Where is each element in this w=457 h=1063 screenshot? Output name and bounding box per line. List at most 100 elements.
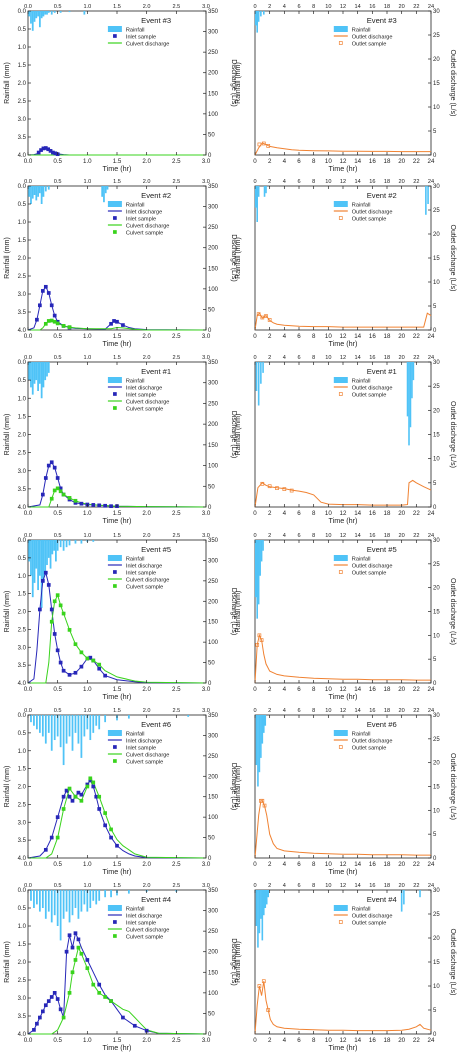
inlet-sample-point — [49, 303, 54, 308]
x-tick-label-top: 2.5 — [172, 355, 180, 361]
rainfall-bar — [256, 11, 258, 33]
legend-label: Culvert sample — [126, 934, 163, 940]
culvert-sample-point — [91, 658, 96, 663]
plot-frame — [27, 361, 207, 508]
outlet-sample-point — [257, 633, 262, 638]
rainfall-bar — [41, 715, 44, 737]
inlet-sample-point — [40, 1009, 45, 1014]
x-tick-label: 6 — [297, 510, 301, 517]
rainfall-bar — [257, 186, 260, 197]
rainfall-bar — [257, 540, 260, 605]
culvert-sample-point — [91, 982, 96, 987]
x-tick-label: 1.5 — [113, 158, 122, 165]
rainfall-bar — [254, 186, 257, 208]
culvert-sample-point — [67, 628, 72, 632]
discharge-tick-label: 15 — [433, 433, 440, 439]
discharge-tick-label: 300 — [208, 909, 219, 915]
inlet-sample-point — [70, 945, 75, 950]
rainfall-bar — [33, 890, 35, 908]
rainfall-bar — [40, 362, 43, 399]
x-tick-label-top: 24 — [428, 708, 434, 714]
culvert-sample-point — [61, 1015, 66, 1020]
legend-swatch-point — [113, 570, 117, 574]
culvert-sample-point — [49, 318, 54, 323]
plot-frame — [27, 539, 207, 684]
legend-label: Culvert sample — [126, 759, 163, 765]
rainfall-bar — [263, 890, 265, 916]
x-tick-label-top: 12 — [340, 179, 346, 185]
x-tick-label-top: 10 — [325, 179, 331, 185]
rain-tick-label: 2.5 — [18, 99, 27, 105]
outlet-sample-point — [261, 979, 266, 984]
rainfall-bar — [427, 186, 429, 204]
discharge-tick-label: 250 — [208, 929, 219, 935]
inlet-sample-point — [76, 790, 81, 795]
x-tick-label: 6 — [297, 158, 301, 165]
x-tick-label: 1.0 — [83, 861, 92, 868]
x-tick-label-top: 2.0 — [143, 355, 151, 361]
rainfall-bar — [104, 186, 107, 194]
rainfall-bar — [62, 890, 65, 919]
x-tick-label-top: 1.5 — [113, 179, 121, 185]
x-axis-label: Time (hr) — [103, 867, 132, 876]
rainfall-bar — [40, 11, 43, 19]
x-tick-label: 16 — [369, 861, 376, 868]
discharge-tick-label: 5 — [433, 832, 437, 838]
rainfall-bar — [263, 11, 265, 15]
x-tick-label: 4 — [283, 686, 287, 693]
legend-swatch-rainfall — [107, 555, 122, 561]
discharge-tick-label: 350 — [208, 184, 219, 190]
legend-swatch-rainfall — [333, 905, 348, 911]
x-tick-label-top: 6 — [297, 708, 300, 714]
inlet-sample-point — [103, 673, 107, 678]
culvert-sample-point — [103, 995, 107, 999]
rain-tick-label: 0.5 — [18, 202, 27, 208]
rainfall-bar — [44, 362, 47, 381]
rain-tick-label: 0.0 — [18, 538, 27, 544]
discharge-tick-label: 150 — [208, 795, 219, 801]
legend-label: Inlet discharge — [126, 913, 162, 919]
discharge-tick-label: 350 — [208, 538, 219, 544]
x-tick-label-top: 14 — [355, 708, 361, 714]
inlet-sample-point — [97, 666, 102, 671]
culvert-sample-point — [79, 650, 84, 655]
rain-tick-label: 4.0 — [18, 856, 27, 862]
rainfall-bar — [47, 11, 50, 13]
plot-frame — [254, 539, 432, 684]
x-tick-label: 0.5 — [53, 686, 62, 693]
discharge-tick-label: 100 — [208, 815, 219, 821]
x-tick-label-top: 8 — [312, 708, 315, 714]
rain-tick-label: 1.5 — [18, 592, 27, 598]
x-tick-label-top: 4 — [283, 4, 286, 10]
x-tick-label-top: 1.0 — [83, 708, 91, 714]
discharge-tick-label: 300 — [208, 733, 219, 739]
inlet-sample-point — [70, 798, 75, 803]
x-tick-label-top: 2.5 — [172, 533, 180, 539]
inlet-sample-point — [52, 465, 57, 470]
rain-tick-label: 1.0 — [18, 749, 27, 755]
x-tick-label-top: 16 — [369, 883, 375, 889]
x-tick-label: 0 — [253, 861, 257, 868]
culvert-sample-point — [79, 951, 84, 956]
rainfall-bar — [77, 715, 80, 744]
inlet-sample-point — [115, 843, 119, 848]
x-tick-label-top: 2 — [268, 4, 271, 10]
culvert-sample-point — [55, 486, 60, 491]
x-axis-label: Time (hr) — [329, 1043, 358, 1052]
x-tick-label: 2.5 — [172, 1037, 181, 1044]
x-tick-label-top: 1.0 — [83, 355, 91, 361]
rainfall-bar — [260, 362, 262, 384]
rainfall-bar — [44, 186, 47, 192]
discharge-tick-label: 200 — [208, 774, 219, 780]
x-tick-label-top: 2.5 — [172, 179, 180, 185]
outlet-sample-point — [267, 318, 272, 322]
x-tick-label: 2.5 — [172, 861, 181, 868]
x-tick-label-top: 2.0 — [143, 883, 151, 889]
legend-label: Outlet sample — [352, 570, 387, 576]
rainfall-bar — [38, 540, 41, 576]
legend-label: Inlet sample — [126, 570, 156, 576]
rainfall-bar — [40, 186, 43, 204]
rainfall-bar — [44, 540, 47, 573]
outlet-discharge-line — [254, 981, 432, 1035]
inlet-sample-point — [43, 284, 48, 289]
